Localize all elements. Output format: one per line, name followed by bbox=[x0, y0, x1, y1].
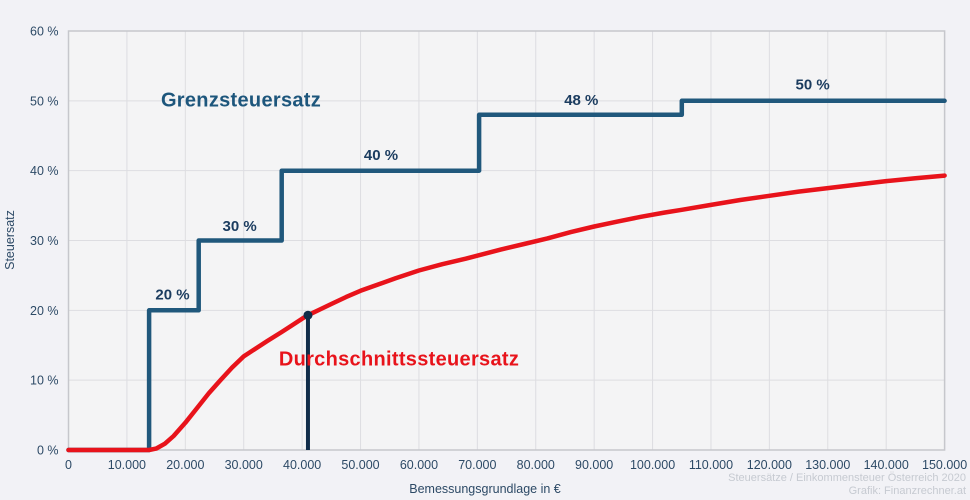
x-axis-title: Bemessungsgrundlage in € bbox=[409, 482, 561, 496]
y-axis-title: Steuersatz bbox=[3, 210, 17, 270]
watermark: Steuersätze / Einkommensteuer Österreich… bbox=[728, 472, 966, 497]
x-tick-label: 10.000 bbox=[108, 458, 146, 472]
y-tick-label: 10 % bbox=[30, 374, 59, 388]
x-tick-label: 80.000 bbox=[517, 458, 555, 472]
step-rate-label: 30 % bbox=[223, 218, 257, 235]
marker-dot bbox=[303, 310, 313, 320]
x-tick-label: 0 bbox=[65, 458, 72, 472]
x-tick-label: 90.000 bbox=[575, 458, 613, 472]
watermark-line-1: Steuersätze / Einkommensteuer Österreich… bbox=[728, 472, 966, 484]
step-rate-label: 48 % bbox=[564, 92, 598, 109]
average-rate-series-label: Durchschnittssteuersatz bbox=[278, 348, 520, 371]
y-tick-label: 0 % bbox=[37, 444, 59, 458]
x-tick-label: 100.000 bbox=[630, 458, 675, 472]
y-tick-label: 30 % bbox=[30, 234, 59, 248]
x-tick-label: 70.000 bbox=[458, 458, 496, 472]
x-tick-label: 110.000 bbox=[689, 458, 733, 472]
x-tick-label: 50.000 bbox=[341, 458, 379, 472]
x-tick-label: 120.000 bbox=[747, 458, 792, 472]
y-tick-label: 40 % bbox=[30, 164, 59, 178]
x-tick-label: 60.000 bbox=[400, 458, 438, 472]
x-tick-label: 40.000 bbox=[283, 458, 321, 472]
y-tick-label: 60 % bbox=[30, 25, 59, 39]
watermark-line-2: Grafik: Finanzrechner.at bbox=[848, 484, 966, 497]
x-tick-label: 150.000 bbox=[922, 458, 967, 472]
x-tick-label: 140.000 bbox=[864, 458, 909, 472]
y-tick-label: 50 % bbox=[30, 94, 59, 108]
x-tick-label: 20.000 bbox=[166, 458, 204, 472]
average-rate-curve bbox=[66, 173, 947, 453]
step-rate-label: 50 % bbox=[795, 76, 829, 93]
x-tick-label: 130.000 bbox=[805, 458, 850, 472]
plot-border bbox=[67, 30, 946, 451]
marginal-rate-step-line bbox=[66, 98, 947, 453]
step-rate-label: 20 % bbox=[155, 287, 189, 304]
step-rate-label: 40 % bbox=[364, 147, 398, 164]
y-tick-label: 20 % bbox=[30, 304, 59, 318]
x-tick-label: 30.000 bbox=[225, 458, 263, 472]
marginal-rate-series-label: Grenzsteuersatz bbox=[160, 89, 322, 112]
